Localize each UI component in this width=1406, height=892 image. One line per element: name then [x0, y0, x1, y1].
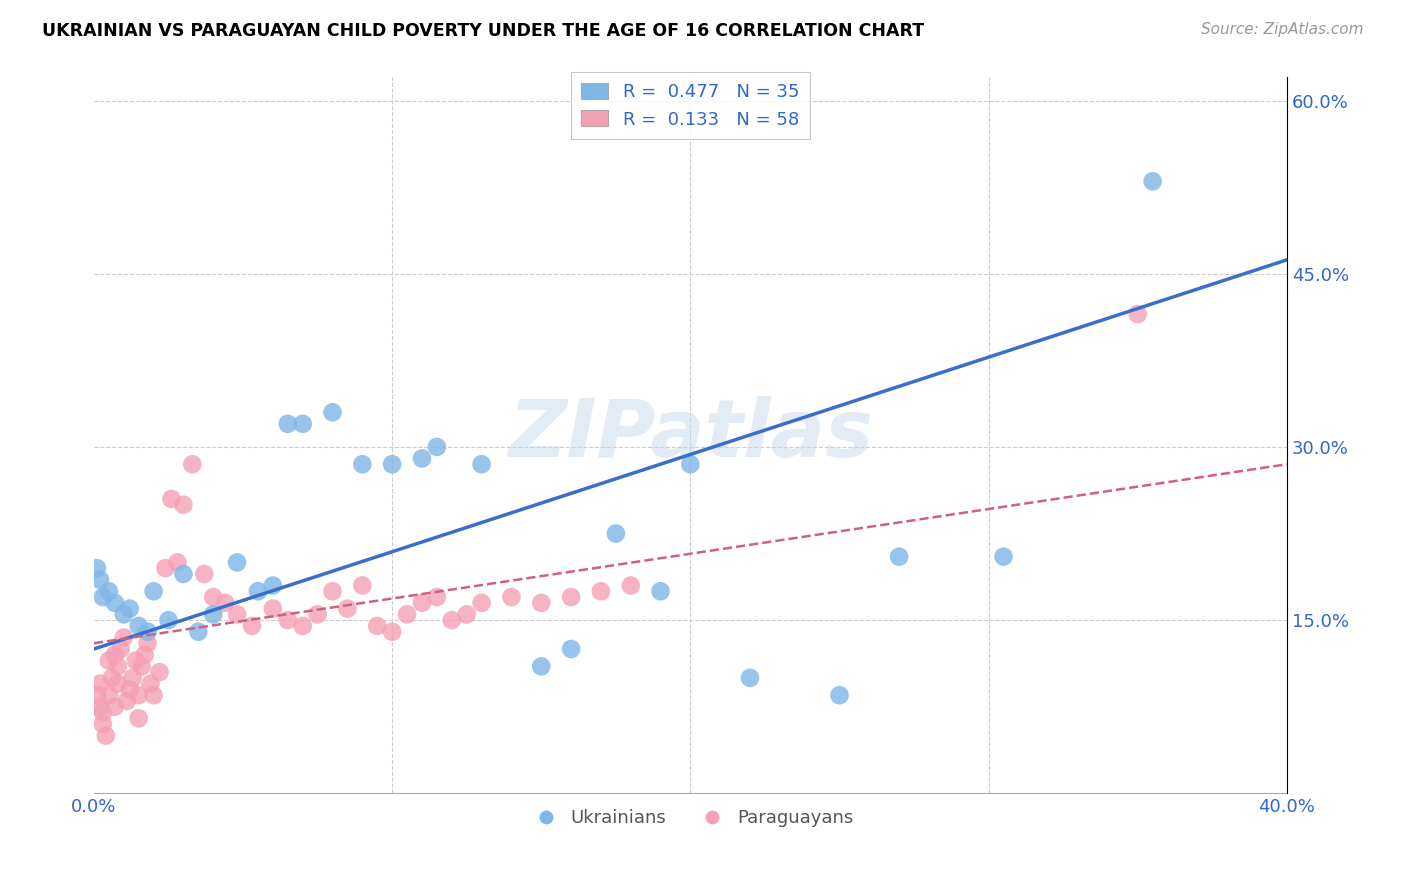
Point — [560, 590, 582, 604]
Point — [226, 607, 249, 622]
Point — [291, 619, 314, 633]
Point — [471, 457, 494, 471]
Point — [426, 590, 449, 604]
Point — [112, 607, 135, 622]
Point — [125, 654, 148, 668]
Point — [86, 688, 108, 702]
Point — [107, 676, 129, 690]
Point — [118, 682, 141, 697]
Point — [157, 613, 180, 627]
Point — [160, 491, 183, 506]
Point — [104, 699, 127, 714]
Point — [226, 556, 249, 570]
Point — [291, 417, 314, 431]
Point — [142, 584, 165, 599]
Point — [396, 607, 419, 622]
Point — [202, 590, 225, 604]
Point — [426, 440, 449, 454]
Point — [112, 631, 135, 645]
Point — [136, 624, 159, 639]
Point — [187, 624, 209, 639]
Point — [172, 498, 194, 512]
Point — [501, 590, 523, 604]
Point — [166, 556, 188, 570]
Point — [381, 624, 404, 639]
Point — [110, 642, 132, 657]
Point — [136, 636, 159, 650]
Point — [411, 596, 433, 610]
Point — [240, 619, 263, 633]
Point — [97, 688, 120, 702]
Point — [148, 665, 170, 679]
Point — [366, 619, 388, 633]
Text: ZIPatlas: ZIPatlas — [508, 396, 873, 475]
Point — [142, 688, 165, 702]
Legend: Ukrainians, Paraguayans: Ukrainians, Paraguayans — [520, 802, 860, 834]
Point — [336, 601, 359, 615]
Point — [214, 596, 236, 610]
Point — [471, 596, 494, 610]
Point — [1142, 174, 1164, 188]
Point — [889, 549, 911, 564]
Point — [181, 457, 204, 471]
Point — [139, 676, 162, 690]
Point — [128, 688, 150, 702]
Point — [128, 711, 150, 725]
Text: UKRAINIAN VS PARAGUAYAN CHILD POVERTY UNDER THE AGE OF 16 CORRELATION CHART: UKRAINIAN VS PARAGUAYAN CHILD POVERTY UN… — [42, 22, 924, 40]
Point — [277, 417, 299, 431]
Point — [993, 549, 1015, 564]
Text: Source: ZipAtlas.com: Source: ZipAtlas.com — [1201, 22, 1364, 37]
Point — [128, 619, 150, 633]
Point — [101, 671, 124, 685]
Point — [321, 584, 343, 599]
Point — [155, 561, 177, 575]
Point — [97, 654, 120, 668]
Point — [193, 566, 215, 581]
Point — [307, 607, 329, 622]
Point — [456, 607, 478, 622]
Point — [828, 688, 851, 702]
Point — [679, 457, 702, 471]
Point — [91, 590, 114, 604]
Point — [131, 659, 153, 673]
Point — [121, 671, 143, 685]
Point — [134, 648, 156, 662]
Point — [560, 642, 582, 657]
Point — [89, 676, 111, 690]
Point — [115, 694, 138, 708]
Point — [605, 526, 627, 541]
Point — [1126, 307, 1149, 321]
Point — [104, 648, 127, 662]
Point — [530, 596, 553, 610]
Point — [321, 405, 343, 419]
Point — [352, 457, 374, 471]
Point — [91, 706, 114, 720]
Point — [172, 566, 194, 581]
Point — [440, 613, 463, 627]
Point — [91, 717, 114, 731]
Point — [246, 584, 269, 599]
Point — [202, 607, 225, 622]
Point — [118, 601, 141, 615]
Point — [94, 729, 117, 743]
Point — [107, 659, 129, 673]
Point — [262, 578, 284, 592]
Point — [738, 671, 761, 685]
Point — [86, 561, 108, 575]
Point — [97, 584, 120, 599]
Point — [277, 613, 299, 627]
Point — [589, 584, 612, 599]
Point — [262, 601, 284, 615]
Point — [411, 451, 433, 466]
Point — [620, 578, 643, 592]
Point — [352, 578, 374, 592]
Point — [530, 659, 553, 673]
Point — [89, 699, 111, 714]
Point — [89, 573, 111, 587]
Point — [381, 457, 404, 471]
Point — [104, 596, 127, 610]
Point — [650, 584, 672, 599]
